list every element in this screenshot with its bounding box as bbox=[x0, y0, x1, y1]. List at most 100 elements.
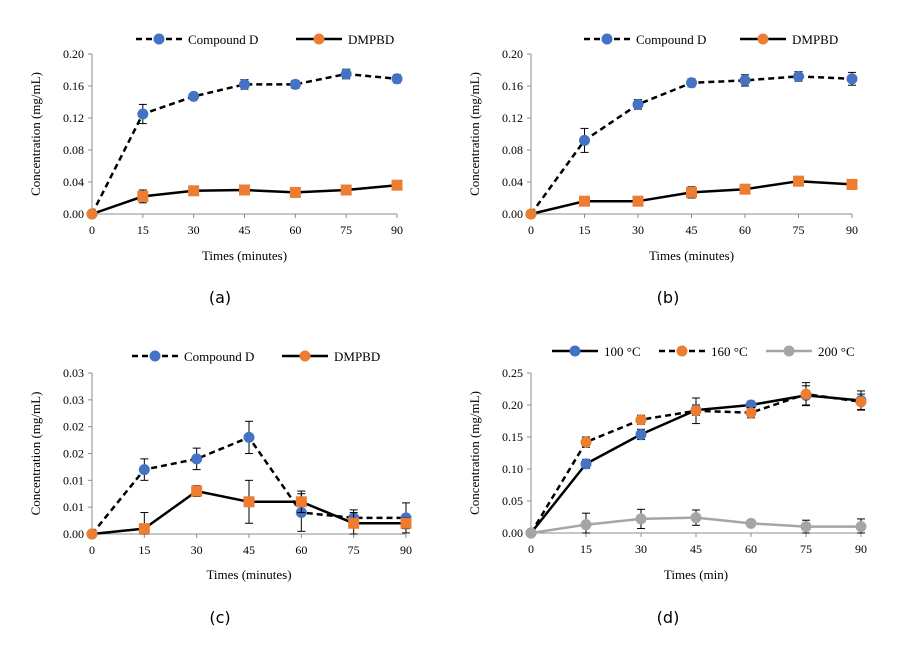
data-point bbox=[138, 464, 150, 476]
x-tick-label: 60 bbox=[289, 223, 301, 237]
x-tick-label: 0 bbox=[89, 543, 95, 557]
y-tick-label: 0.00 bbox=[63, 527, 84, 541]
x-axis-label: Times (minutes) bbox=[206, 567, 291, 582]
series-1: 100 °C bbox=[525, 344, 867, 539]
y-tick-label: 0.04 bbox=[63, 175, 84, 189]
y-axis-label: Concentration (mg/mL) bbox=[467, 72, 482, 196]
x-tick-label: 60 bbox=[739, 223, 751, 237]
x-tick-label: 30 bbox=[635, 542, 647, 556]
x-tick-label: 45 bbox=[243, 543, 255, 557]
data-point bbox=[846, 178, 858, 190]
y-axis-label: Concentration (mg/mL) bbox=[28, 72, 43, 196]
data-point bbox=[348, 517, 360, 529]
data-point bbox=[191, 453, 203, 465]
series-2: DMPBD bbox=[525, 32, 858, 220]
data-point bbox=[800, 521, 812, 533]
data-point bbox=[686, 186, 697, 198]
data-point bbox=[690, 512, 702, 524]
data-point bbox=[391, 179, 403, 191]
series-1: Compound D bbox=[525, 32, 858, 220]
data-point bbox=[243, 431, 255, 443]
y-tick-label: 0.25 bbox=[502, 366, 523, 380]
x-tick-label: 60 bbox=[745, 542, 757, 556]
legend-marker bbox=[601, 33, 613, 45]
y-tick-label: 0.00 bbox=[502, 526, 523, 540]
x-tick-label: 30 bbox=[191, 543, 203, 557]
y-tick-label: 0.03 bbox=[63, 393, 84, 407]
data-point bbox=[745, 407, 757, 419]
y-tick-label: 0.08 bbox=[502, 143, 523, 157]
data-point bbox=[635, 513, 647, 525]
data-point bbox=[289, 186, 301, 198]
data-point bbox=[855, 521, 867, 533]
x-axis-label: Times (min) bbox=[664, 567, 728, 582]
x-tick-label: 90 bbox=[846, 223, 858, 237]
y-tick-label: 0.15 bbox=[502, 430, 523, 444]
x-tick-label: 15 bbox=[579, 223, 591, 237]
x-tick-label: 45 bbox=[690, 542, 702, 556]
x-tick-label: 15 bbox=[138, 543, 150, 557]
legend-marker bbox=[149, 350, 161, 362]
data-point bbox=[137, 190, 149, 202]
y-tick-label: 0.02 bbox=[63, 447, 84, 461]
x-tick-label: 75 bbox=[800, 542, 812, 556]
series-2: DMPBD bbox=[86, 32, 403, 220]
legend-label: 100 °C bbox=[604, 344, 641, 359]
data-point bbox=[855, 396, 867, 408]
data-point bbox=[580, 458, 592, 470]
data-point bbox=[635, 428, 647, 440]
data-point bbox=[340, 184, 352, 196]
x-tick-label: 45 bbox=[239, 223, 251, 237]
y-axis-label: Concentration (mg/mL) bbox=[28, 392, 43, 516]
data-point bbox=[239, 78, 250, 90]
legend-marker bbox=[299, 350, 311, 362]
legend-marker bbox=[153, 33, 165, 45]
legend-marker bbox=[569, 345, 581, 357]
legend-marker bbox=[757, 33, 769, 45]
data-point bbox=[580, 436, 592, 448]
x-tick-label: 30 bbox=[632, 223, 644, 237]
y-tick-label: 0.00 bbox=[63, 207, 84, 221]
data-point bbox=[800, 388, 812, 400]
y-tick-label: 0.01 bbox=[63, 500, 84, 514]
x-tick-label: 75 bbox=[348, 543, 360, 557]
y-tick-label: 0.00 bbox=[502, 207, 523, 221]
data-point bbox=[188, 90, 200, 102]
data-point bbox=[686, 77, 697, 89]
data-point bbox=[846, 73, 858, 85]
x-tick-label: 30 bbox=[188, 223, 200, 237]
legend-marker bbox=[313, 33, 325, 45]
data-point bbox=[188, 185, 200, 197]
y-tick-label: 0.01 bbox=[63, 473, 84, 487]
data-point bbox=[793, 175, 804, 187]
y-tick-label: 0.16 bbox=[63, 79, 84, 93]
y-tick-label: 0.02 bbox=[63, 420, 84, 434]
y-tick-label: 0.05 bbox=[502, 494, 523, 508]
data-point bbox=[243, 496, 255, 508]
y-tick-label: 0.10 bbox=[502, 462, 523, 476]
data-point bbox=[690, 405, 702, 417]
legend-label: DMPBD bbox=[792, 32, 838, 47]
chart-1: 0.00 0.04 0.08 0.12 0.16 0.20 0 15 30 45 60 75 90 Tim… bbox=[28, 32, 403, 307]
data-point bbox=[340, 68, 352, 80]
x-axis-label: Times (minutes) bbox=[202, 248, 287, 263]
data-point bbox=[632, 195, 644, 207]
x-tick-label: 90 bbox=[391, 223, 403, 237]
x-tick-label: 0 bbox=[528, 542, 534, 556]
x-tick-label: 45 bbox=[686, 223, 698, 237]
data-point bbox=[391, 73, 403, 85]
data-point bbox=[86, 528, 98, 540]
data-point bbox=[400, 517, 412, 529]
data-point bbox=[525, 527, 537, 539]
x-tick-label: 15 bbox=[580, 542, 592, 556]
data-point bbox=[739, 183, 751, 195]
legend-marker bbox=[783, 345, 795, 357]
legend-label: DMPBD bbox=[348, 32, 394, 47]
data-point bbox=[635, 414, 647, 426]
x-tick-label: 75 bbox=[793, 223, 805, 237]
data-point bbox=[138, 523, 150, 535]
y-tick-label: 0.20 bbox=[502, 47, 523, 61]
data-point bbox=[137, 108, 149, 120]
data-point bbox=[295, 496, 307, 508]
